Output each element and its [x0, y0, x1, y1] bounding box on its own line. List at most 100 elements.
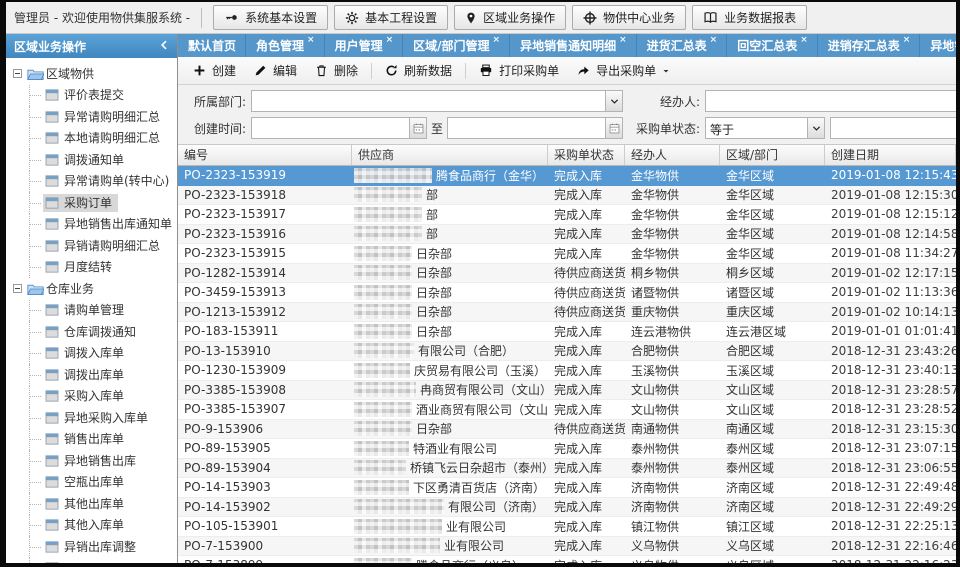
tab-进销存汇总表[interactable]: 进销存汇总表 × [818, 34, 921, 57]
status-value-input[interactable] [831, 118, 956, 138]
tree-leaf[interactable]: 空瓶出库单 [6, 471, 177, 493]
tab-默认首页[interactable]: 默认首页 [178, 34, 247, 57]
column-header-2[interactable]: 供应商 [352, 145, 548, 165]
table-row[interactable]: PO-7-153899 腾食品商行（义乌） 完成入库义乌物供义乌区域2018-12-… [178, 556, 956, 563]
table-row[interactable]: PO-7-153900 业有限公司 完成入库 义乌物供 义乌区域 2018-12-31 2… [178, 536, 956, 556]
table-row[interactable]: PO-2323-153917 部 完成入库 金华物供 金华区域 2019-01-08 12… [178, 205, 956, 225]
table-row[interactable]: PO-105-153901 业有限公司 完成入库 镇江物供 镇江区域 2018-12-31… [178, 517, 956, 537]
chevron-left-icon[interactable] [159, 39, 169, 54]
tree-leaf[interactable]: 异销出库调整 [6, 536, 177, 558]
status-operator-select[interactable]: 等于 [705, 117, 825, 139]
handler-input[interactable] [706, 91, 956, 111]
table-row[interactable]: PO-1230-153909 庆贸易有限公司（玉溪） 完成入库 玉溪物供 玉溪区域 201… [178, 361, 956, 381]
tree-leaf[interactable]: 采购订单 [6, 192, 177, 214]
tree-leaf[interactable]: 请购单管理 [6, 299, 177, 321]
topbar-button-1[interactable]: 系统基本设置 [213, 5, 329, 30]
tree-leaf[interactable]: 异常请购单(转中心) [6, 170, 177, 192]
table-row[interactable]: PO-2323-153915 日杂部 完成入库 金华物供 金华区域 2019-01-08 … [178, 244, 956, 264]
tree-connector [29, 471, 43, 493]
table-row[interactable]: PO-14-153903 下区勇清百货店（济南） 完成入库 济南物供 济南区域 2018-… [178, 478, 956, 498]
tree-leaf[interactable]: 异常请购明细汇总 [6, 106, 177, 128]
department-select[interactable] [251, 90, 623, 112]
tree-leaf[interactable]: 调拨入库单 [6, 342, 177, 364]
create-button[interactable]: 创建 [184, 59, 245, 82]
topbar-button-4[interactable]: 物供中心业务 [572, 5, 687, 30]
topbar-button-2[interactable]: 基本工程设置 [334, 5, 449, 30]
column-header-6[interactable]: 创建日期 [825, 145, 956, 165]
column-header-5[interactable]: 区域/部门 [720, 145, 825, 165]
created-from-input[interactable] [252, 118, 409, 138]
delete-button[interactable]: 删除 [306, 59, 367, 82]
tab-区域/部门管理[interactable]: 区域/部门管理 × [403, 34, 511, 57]
print-po-button[interactable]: 打印采购单 [470, 59, 568, 82]
tree-expander-icon[interactable] [13, 69, 22, 79]
chevron-down-icon[interactable] [605, 91, 622, 111]
tab-close-icon[interactable]: × [619, 35, 627, 45]
window-icon [45, 541, 59, 553]
tree-leaf[interactable] [6, 557, 177, 563]
supplier-cell: 腾食品商行（金华） [352, 167, 548, 184]
topbar-button-3[interactable]: 区域业务操作 [454, 5, 567, 30]
tab-回空汇总表[interactable]: 回空汇总表 × [727, 34, 818, 57]
tree-leaf[interactable]: 调拨通知单 [6, 149, 177, 171]
calendar-icon[interactable] [605, 118, 623, 138]
table-row[interactable]: PO-13-153910 有限公司（合肥） 完成入库 合肥物供 合肥区域 2018-12-… [178, 341, 956, 361]
created-to-input[interactable] [448, 118, 606, 138]
export-po-button[interactable]: 导出采购单 [568, 59, 679, 82]
tree-leaf[interactable]: 其他入库单 [6, 514, 177, 536]
edit-button[interactable]: 编辑 [245, 59, 306, 82]
calendar-icon[interactable] [409, 118, 426, 138]
tree-leaf[interactable]: 异销请购明细汇总 [6, 235, 177, 257]
topbar-button-label: 区域业务操作 [483, 11, 556, 25]
table-row[interactable]: PO-183-153911 日杂部 完成入库 连云港物供 连云港区域 2019-01-01… [178, 322, 956, 342]
tree-leaf[interactable]: 月度结转 [6, 256, 177, 278]
tab-close-icon[interactable]: × [709, 35, 718, 45]
redacted-blur [354, 226, 422, 242]
tree-expander-icon[interactable] [13, 284, 22, 294]
handler-cell: 镇江物供 [631, 519, 680, 534]
tab-异地销售通知明细[interactable]: 异地销售通知明细 × [510, 34, 637, 57]
topbar-button-5[interactable]: 业务数据报表 [692, 5, 808, 30]
column-header-1[interactable]: 编号 [178, 145, 352, 165]
table-row[interactable]: PO-2323-153918 部 完成入库 金华物供 金华区域 2019-01-08 12… [178, 185, 956, 205]
column-header-3[interactable]: 采购单状态 [548, 145, 625, 165]
tree-folder[interactable]: 仓库业务 [6, 278, 177, 300]
tree-folder[interactable]: 区域物供 [6, 63, 177, 85]
tree-leaf[interactable]: 评价表提交 [6, 84, 177, 106]
tree-leaf[interactable]: 异地销售出库 [6, 450, 177, 472]
column-header-4[interactable]: 经办人 [625, 145, 720, 165]
tree-leaf[interactable]: 销售出库单 [6, 428, 177, 450]
tab-进货汇总表[interactable]: 进货汇总表 × [637, 34, 728, 57]
main-panel: 默认首页 角色管理 × 用户管理 × 区域/部门管理 × 异地销售通知明细 × 进货汇总表 × 回空汇… [178, 34, 956, 563]
tab-异地销售调整明细[interactable]: 异地销售调整明细× [920, 34, 956, 57]
table-row[interactable]: PO-3385-153907 酒业商贸有限公司（文山） 完成入库 文山物供 文山区域 20… [178, 400, 956, 420]
table-row[interactable]: PO-3459-153913 日杂部 待供应商送货 诸暨物供 诸暨区域 2019-01-0… [178, 283, 956, 303]
tab-角色管理[interactable]: 角色管理 × [246, 34, 325, 57]
window-icon [45, 347, 59, 359]
table-row[interactable]: PO-14-153902 有限公司（济南） 完成入库 济南物供 济南区域 2018-12-… [178, 497, 956, 517]
table-row[interactable]: PO-2323-153919 腾食品商行（金华） 完成入库 金华物供 金华区域 2019-… [178, 166, 956, 186]
tree-leaf[interactable]: 采购入库单 [6, 385, 177, 407]
tree-leaf[interactable]: 异地销售出库通知单 [6, 213, 177, 235]
table-row[interactable]: PO-9-153906 日杂部 待供应商送货 南通物供 南通区域 2018-12-31 2… [178, 419, 956, 439]
tab-用户管理[interactable]: 用户管理 × [325, 34, 404, 57]
table-row[interactable]: PO-89-153905 特酒业有限公司 完成入库 泰州物供 泰州区域 2018-12-3… [178, 439, 956, 459]
chevron-down-icon[interactable] [807, 118, 824, 138]
tree-leaf[interactable]: 仓库调拨通知 [6, 321, 177, 343]
table-row[interactable]: PO-1213-153912 日杂部 待供应商送货 重庆物供 重庆区域 2019-01-0… [178, 302, 956, 322]
region-cell: 镇江区域 [726, 519, 775, 534]
tab-close-icon[interactable]: × [492, 35, 501, 45]
table-row[interactable]: PO-1282-153914 日杂部 待供应商送货 桐乡物供 桐乡区域 2019-01-0… [178, 263, 956, 283]
tree-leaf[interactable]: 异地采购入库单 [6, 407, 177, 429]
refresh-button[interactable]: 刷新数据 [376, 59, 461, 82]
tab-close-icon[interactable]: × [902, 35, 911, 45]
tab-close-icon[interactable]: × [307, 35, 315, 45]
table-row[interactable]: PO-2323-153916 部 完成入库 金华物供 金华区域 2019-01-08 12… [178, 224, 956, 244]
tree-leaf[interactable]: 其他出库单 [6, 493, 177, 515]
table-row[interactable]: PO-3385-153908 冉商贸有限公司（文山） 完成入库 文山物供 文山区域 201… [178, 380, 956, 400]
table-row[interactable]: PO-89-153904 桥镇飞云日杂超市（泰州） 完成入库 泰州物供 泰州区域 2018… [178, 458, 956, 478]
tab-close-icon[interactable]: × [800, 35, 808, 45]
tree-leaf[interactable]: 调拨出库单 [6, 364, 177, 386]
tab-close-icon[interactable]: × [385, 35, 394, 45]
tree-leaf[interactable]: 本地请购明细汇总 [6, 127, 177, 149]
